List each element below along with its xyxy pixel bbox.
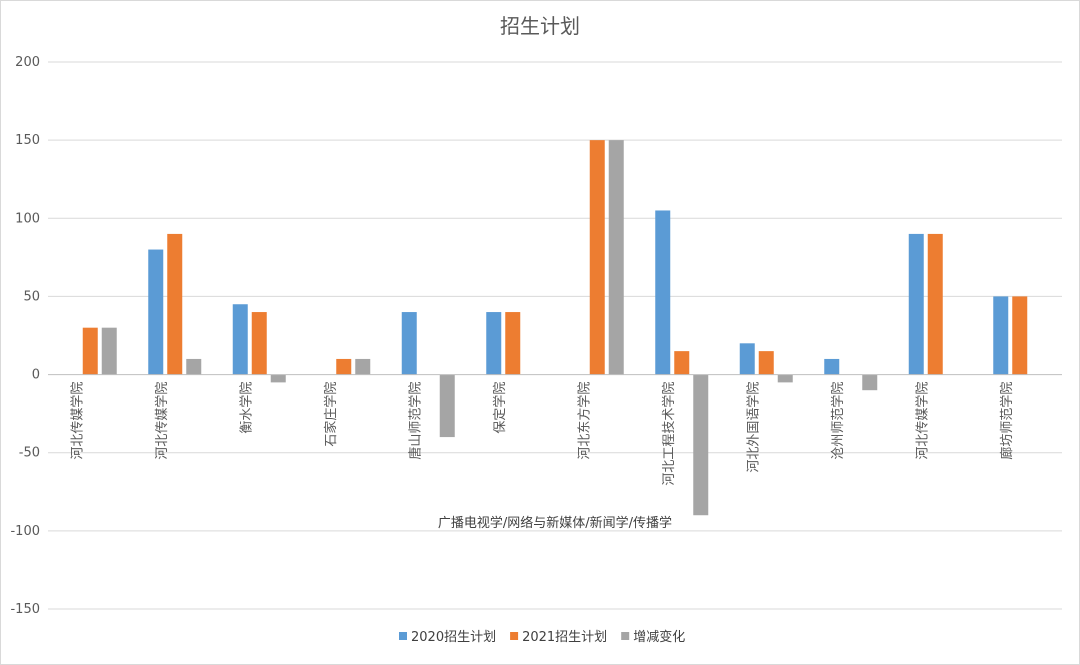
bar-2020 (655, 210, 671, 375)
y-tick-label: -150 (10, 602, 40, 617)
category-label: 石家庄学院 (323, 382, 339, 447)
bar-change (439, 374, 455, 438)
category-label: 河北传媒学院 (154, 382, 170, 460)
legend-swatch (399, 632, 407, 640)
bar-change (355, 358, 371, 375)
bars (82, 140, 1028, 516)
bar-change (270, 374, 286, 383)
bar-2020 (908, 233, 924, 375)
category-label: 河北传媒学院 (914, 382, 930, 460)
bar-2021 (167, 233, 183, 375)
y-tick-label: -100 (10, 524, 40, 539)
category-label: 沧州师范学院 (830, 382, 846, 460)
category-labels: 河北传媒学院 河北传媒学院 衡水学院 石家庄学院 唐山师范学院 保定学院 河北东方学院 河北工… (69, 382, 1015, 486)
y-tick-label: 150 (15, 133, 40, 148)
bar-2021 (927, 233, 943, 375)
legend-swatch (621, 632, 630, 640)
legend-swatch (510, 632, 519, 640)
bar-2020 (232, 304, 248, 375)
legend-label: 2020招生计划 (411, 630, 496, 645)
legend-label: 增减变化 (633, 629, 685, 645)
category-label: 保定学院 (492, 382, 508, 434)
category-label: 唐山师范学院 (407, 382, 423, 460)
bar-change (608, 140, 624, 375)
bar-2021 (82, 327, 98, 375)
bar-change (862, 374, 878, 391)
y-tick-label: 0 (32, 368, 40, 383)
chart-title: 招生计划 (500, 14, 580, 38)
bar-2021 (758, 351, 774, 375)
category-label: 河北外国语学院 (745, 382, 761, 473)
bar-2021 (589, 140, 605, 375)
legend-label: 2021招生计划 (522, 630, 607, 645)
category-label: 衡水学院 (238, 382, 254, 434)
bar-change (693, 374, 709, 516)
bar-2021 (674, 351, 690, 375)
bar-2021 (251, 312, 267, 375)
bar-change (186, 358, 202, 375)
y-tick-label: 100 (15, 211, 40, 226)
y-tick-label: -50 (19, 446, 40, 461)
bar-2020 (993, 296, 1009, 375)
bar-2020 (824, 358, 840, 375)
category-label: 廊坊师范学院 (999, 382, 1015, 460)
category-label: 河北东方学院 (576, 382, 592, 460)
y-tick-label: 50 (23, 289, 40, 304)
legend: 2020招生计划 2021招生计划 增减变化 (399, 629, 685, 645)
y-tick-label: 200 (15, 55, 40, 70)
y-axis-ticks: 200 150 100 50 0 -50 -100 -150 (10, 55, 40, 617)
category-label: 河北传媒学院 (69, 382, 85, 460)
bar-2020 (486, 312, 502, 375)
bar-change (777, 374, 793, 383)
category-label: 河北工程技术学院 (661, 382, 677, 486)
bar-2021 (505, 312, 521, 375)
x-axis-label: 广播电视学/网络与新媒体/新闻学/传播学 (438, 515, 672, 531)
bar-2021 (336, 358, 352, 375)
bar-change (101, 327, 117, 375)
bar-2020 (739, 343, 755, 375)
bar-2021 (1012, 296, 1028, 375)
gridlines (48, 61, 1062, 610)
bar-2020 (148, 249, 164, 375)
bar-2020 (401, 312, 417, 375)
